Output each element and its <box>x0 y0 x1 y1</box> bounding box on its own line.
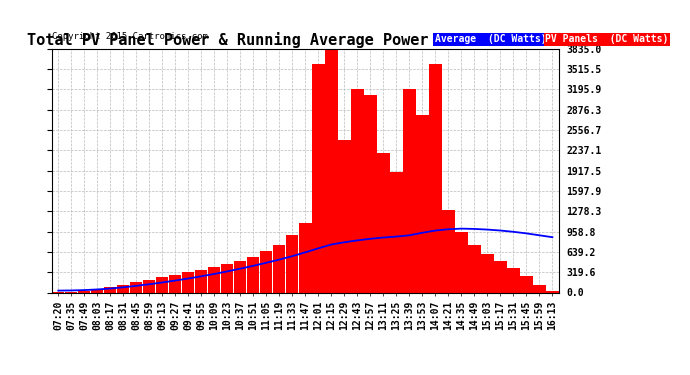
Bar <box>143 280 155 292</box>
Bar <box>546 291 559 292</box>
Bar <box>403 89 415 292</box>
Bar <box>481 254 493 292</box>
Bar <box>377 153 390 292</box>
Bar <box>507 268 520 292</box>
Title: Total PV Panel Power & Running Average Power Thu Dec 17 16:26: Total PV Panel Power & Running Average P… <box>27 32 584 48</box>
Bar <box>533 285 546 292</box>
Bar <box>117 285 130 292</box>
Text: Copyright 2015 Cartronics.com: Copyright 2015 Cartronics.com <box>52 32 208 41</box>
Bar <box>91 290 103 292</box>
Bar <box>273 245 286 292</box>
Bar <box>429 64 442 292</box>
Bar <box>325 49 337 292</box>
Text: PV Panels  (DC Watts): PV Panels (DC Watts) <box>545 34 669 44</box>
Bar <box>234 261 246 292</box>
Bar <box>338 140 351 292</box>
Bar <box>299 223 311 292</box>
Bar <box>312 64 324 292</box>
Bar <box>182 272 195 292</box>
Bar <box>351 89 364 292</box>
Bar <box>390 172 402 292</box>
Bar <box>416 114 428 292</box>
Bar <box>442 210 455 292</box>
Bar <box>104 287 117 292</box>
Bar <box>169 275 181 292</box>
Bar <box>520 276 533 292</box>
Text: Average  (DC Watts): Average (DC Watts) <box>435 34 546 44</box>
Bar <box>455 232 468 292</box>
Bar <box>260 251 273 292</box>
Bar <box>364 96 377 292</box>
Bar <box>78 291 90 292</box>
Bar <box>130 282 142 292</box>
Bar <box>469 245 480 292</box>
Bar <box>221 264 233 292</box>
Bar <box>286 235 299 292</box>
Bar <box>195 270 208 292</box>
Bar <box>208 267 221 292</box>
Bar <box>156 277 168 292</box>
Bar <box>247 257 259 292</box>
Bar <box>494 261 506 292</box>
